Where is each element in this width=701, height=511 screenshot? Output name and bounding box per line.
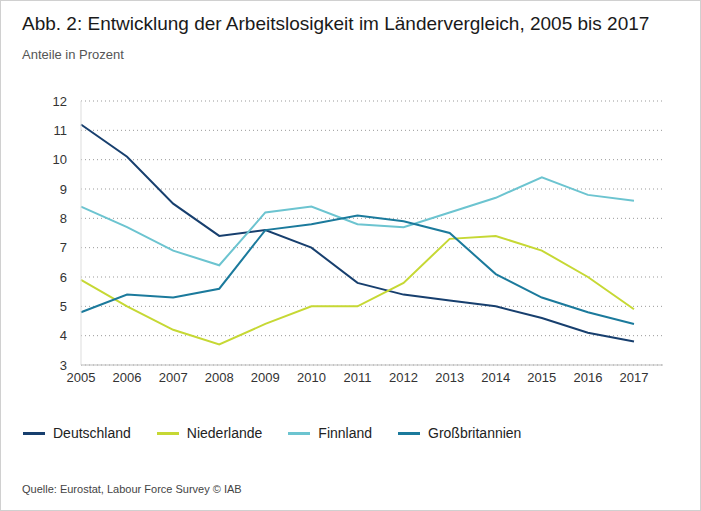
svg-text:2008: 2008 xyxy=(205,370,234,385)
html-text:Deutschland: Deutschland xyxy=(53,425,131,441)
svg-text:2009: 2009 xyxy=(251,370,280,385)
svg-text:4: 4 xyxy=(60,328,67,343)
svg-text:10: 10 xyxy=(53,152,67,167)
svg-text:2011: 2011 xyxy=(344,370,372,385)
svg-text:2005: 2005 xyxy=(67,370,96,385)
svg-text:8: 8 xyxy=(60,211,67,226)
svg-text:7: 7 xyxy=(60,240,67,255)
svg-text:3: 3 xyxy=(60,358,67,373)
html-text:Abb. 2: Entwicklung der Arbeit: Abb. 2: Entwicklung der Arbeitslosigkeit… xyxy=(22,13,650,34)
html-text:Quelle: Eurostat, Labour Force: Quelle: Eurostat, Labour Force Survey © … xyxy=(22,483,242,495)
svg-text:9: 9 xyxy=(60,182,67,197)
svg-text:2014: 2014 xyxy=(481,370,510,385)
html-text:Anteile in Prozent: Anteile in Prozent xyxy=(22,47,124,62)
svg-text:12: 12 xyxy=(53,94,67,109)
svg-text:2007: 2007 xyxy=(159,370,188,385)
svg-text:2006: 2006 xyxy=(113,370,142,385)
html-text:Niederlande: Niederlande xyxy=(186,425,263,441)
svg-text:2012: 2012 xyxy=(389,370,418,385)
html-text:Großbritannien: Großbritannien xyxy=(428,425,522,441)
svg-text:6: 6 xyxy=(60,270,67,285)
svg-text:2016: 2016 xyxy=(573,370,602,385)
html-text:Finnland: Finnland xyxy=(318,425,372,441)
svg-text:11: 11 xyxy=(54,123,68,138)
svg-text:2017: 2017 xyxy=(620,370,649,385)
svg-text:2015: 2015 xyxy=(527,370,556,385)
svg-text:2013: 2013 xyxy=(435,370,464,385)
svg-text:5: 5 xyxy=(60,299,67,314)
svg-text:2010: 2010 xyxy=(297,370,326,385)
